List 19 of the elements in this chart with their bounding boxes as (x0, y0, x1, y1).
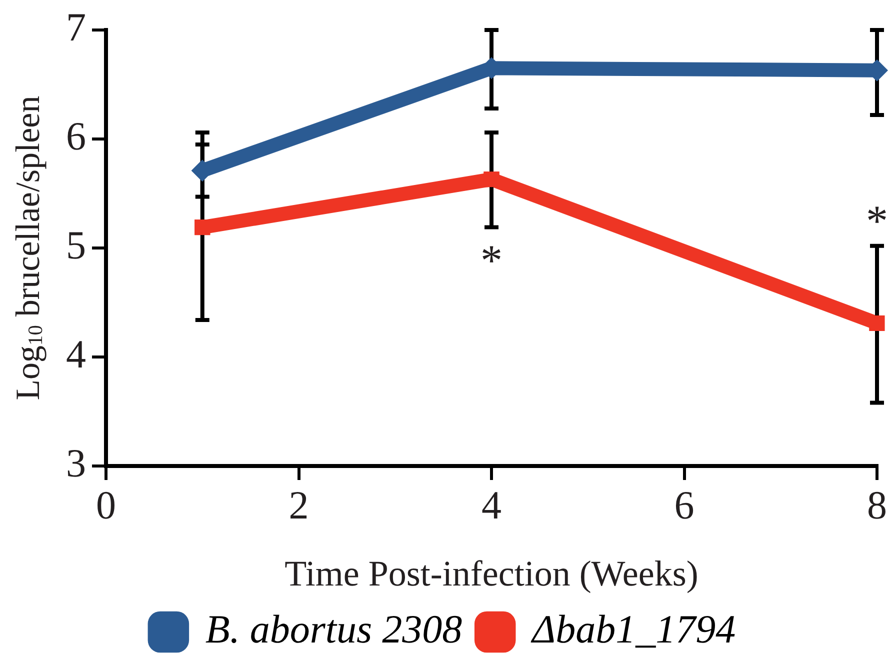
y-tick-label: 5 (66, 222, 86, 268)
point (869, 315, 885, 331)
x-tick-label: 6 (674, 482, 694, 528)
legend-label: B. abortus 2308 (205, 606, 462, 652)
x-axis-title: Time Post-infection (Weeks) (284, 553, 698, 594)
annotation: * (866, 196, 888, 246)
y-tick-label: 6 (66, 114, 86, 158)
x-tick-label: 0 (96, 482, 116, 528)
point (194, 220, 210, 236)
x-tick-label: 8 (867, 482, 887, 528)
annotation: * (480, 236, 502, 285)
y-tick-label: 3 (66, 440, 86, 486)
y-tick-label: 7 (66, 4, 86, 50)
point (484, 172, 500, 188)
y-tick-label: 4 (66, 332, 86, 376)
legend-label: Δbab1_1794 (530, 606, 736, 652)
x-tick-label: 2 (288, 482, 309, 528)
y-axis-title: Log10 brucellae/spleen (10, 96, 48, 400)
x-tick-label: 4 (482, 482, 502, 528)
